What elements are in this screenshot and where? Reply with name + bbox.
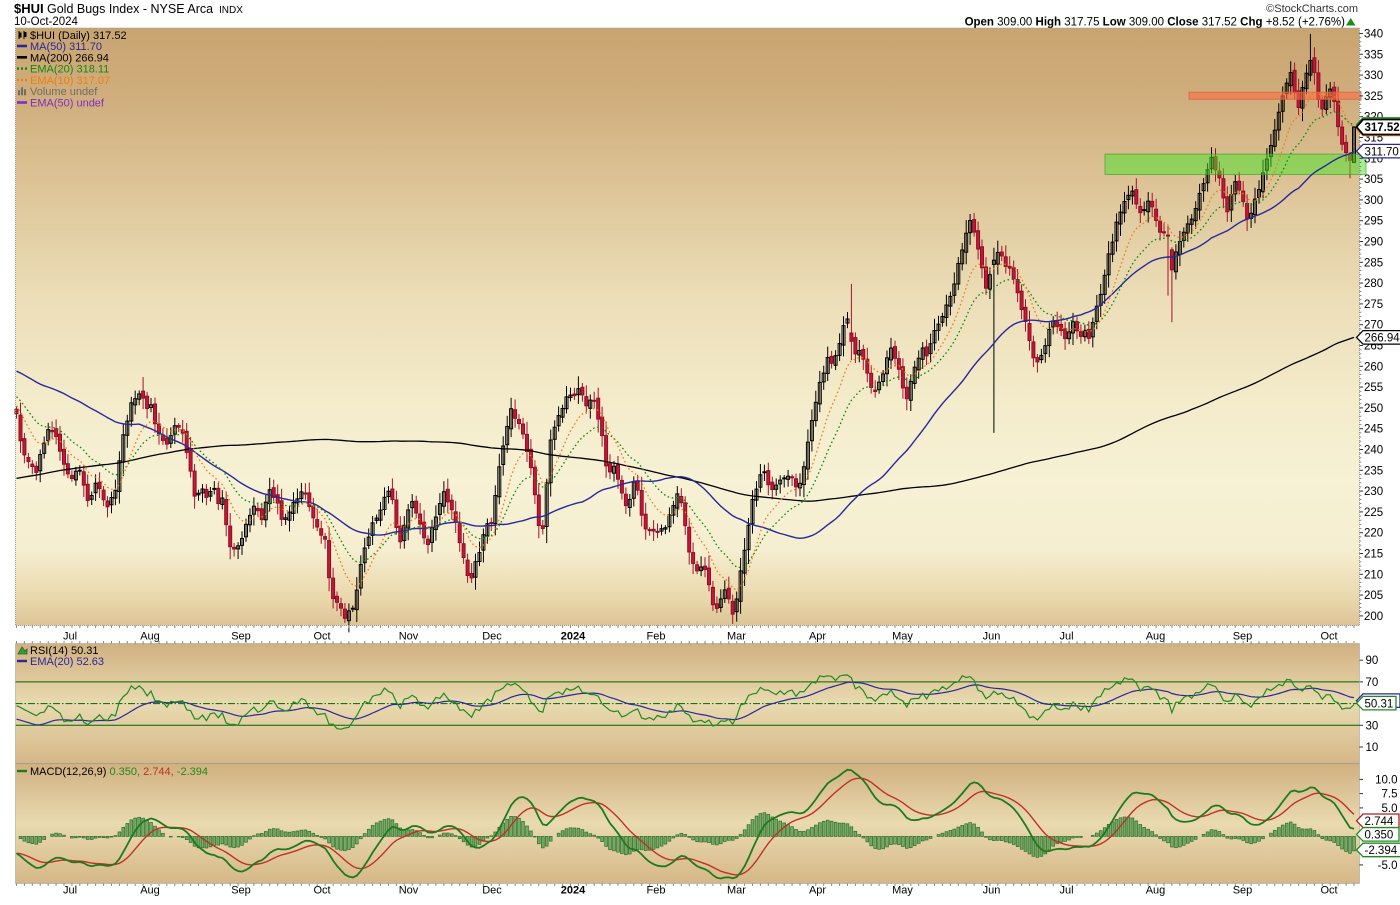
svg-text:Sep: Sep: [231, 885, 251, 897]
svg-text:311.70: 311.70: [1365, 146, 1399, 158]
svg-text:200: 200: [1364, 611, 1383, 623]
svg-text:Gold Bugs Index - NYSE Arca: Gold Bugs Index - NYSE Arca: [47, 2, 213, 16]
svg-text:Feb: Feb: [647, 631, 666, 643]
svg-text:215: 215: [1364, 549, 1383, 561]
svg-text:0.350: 0.350: [1365, 830, 1394, 842]
svg-text:10.0: 10.0: [1375, 774, 1397, 786]
svg-text:May: May: [892, 631, 913, 643]
svg-text:Oct: Oct: [313, 885, 330, 897]
svg-text:Volume undef: Volume undef: [30, 86, 98, 98]
svg-text:70: 70: [1366, 677, 1379, 689]
svg-text:EMA(20) 318.11: EMA(20) 318.11: [30, 64, 109, 76]
svg-text:295: 295: [1364, 216, 1383, 228]
svg-text:325: 325: [1364, 91, 1383, 103]
svg-text:Sep: Sep: [231, 631, 251, 643]
svg-text:Apr: Apr: [809, 631, 826, 643]
svg-text:270: 270: [1364, 320, 1383, 332]
svg-text:Dec: Dec: [482, 631, 502, 643]
svg-text:Oct: Oct: [313, 631, 330, 643]
svg-text:Oct: Oct: [1320, 885, 1337, 897]
svg-text:335: 335: [1364, 49, 1383, 61]
svg-text:MA(200) 266.94: MA(200) 266.94: [30, 52, 109, 64]
svg-text:©StockCharts.com: ©StockCharts.com: [1266, 3, 1358, 15]
svg-text:317.52: 317.52: [1365, 122, 1400, 134]
svg-text:EMA(50) undef: EMA(50) undef: [30, 98, 105, 110]
svg-text:245: 245: [1364, 424, 1383, 436]
svg-text:Jun: Jun: [983, 631, 1001, 643]
svg-text:340: 340: [1364, 29, 1383, 41]
svg-text:MA(50) 311.70: MA(50) 311.70: [30, 41, 102, 53]
svg-text:Sep: Sep: [1233, 631, 1253, 643]
svg-text:-2.394: -2.394: [1365, 845, 1398, 857]
svg-text:Nov: Nov: [399, 631, 419, 643]
svg-text:Jul: Jul: [1059, 885, 1073, 897]
svg-text:Jun: Jun: [983, 885, 1001, 897]
svg-text:Aug: Aug: [140, 631, 160, 643]
svg-text:280: 280: [1364, 278, 1383, 290]
svg-text:7.5: 7.5: [1382, 789, 1398, 801]
svg-text:2024: 2024: [561, 885, 586, 897]
svg-text:90: 90: [1366, 655, 1379, 667]
svg-text:205: 205: [1364, 590, 1383, 602]
svg-text:Aug: Aug: [1146, 631, 1166, 643]
svg-text:Mar: Mar: [727, 631, 746, 643]
svg-text:Dec: Dec: [482, 885, 502, 897]
svg-text:10-Oct-2024: 10-Oct-2024: [14, 16, 79, 28]
svg-text:INDX: INDX: [219, 5, 243, 16]
svg-text:Feb: Feb: [647, 885, 666, 897]
svg-text:50.31: 50.31: [1365, 698, 1394, 710]
svg-text:Open 309.00 High 317.75 Low 30: Open 309.00 High 317.75 Low 309.00 Close…: [965, 17, 1346, 29]
svg-text:10: 10: [1366, 742, 1379, 754]
svg-text:240: 240: [1364, 445, 1383, 457]
svg-text:210: 210: [1364, 569, 1383, 581]
svg-text:Aug: Aug: [1146, 885, 1166, 897]
svg-text:2.744: 2.744: [1365, 816, 1394, 828]
svg-text:May: May: [892, 885, 913, 897]
svg-text:285: 285: [1364, 257, 1383, 269]
svg-text:5.0: 5.0: [1382, 803, 1398, 815]
svg-text:EMA(20) 52.63: EMA(20) 52.63: [30, 656, 104, 668]
svg-text:Jul: Jul: [1059, 631, 1073, 643]
svg-text:MACD(12,26,9) 0.350, 2.744, -2: MACD(12,26,9) 0.350, 2.744, -2.394: [30, 766, 208, 778]
svg-text:30: 30: [1366, 720, 1379, 732]
svg-text:Sep: Sep: [1233, 885, 1253, 897]
svg-text:Nov: Nov: [399, 885, 419, 897]
svg-text:330: 330: [1364, 70, 1383, 82]
svg-text:300: 300: [1364, 195, 1383, 207]
svg-text:2024: 2024: [561, 631, 586, 643]
svg-text:230: 230: [1364, 486, 1383, 498]
svg-text:260: 260: [1364, 361, 1383, 373]
svg-text:Jul: Jul: [63, 631, 77, 643]
svg-text:EMA(10) 317.07: EMA(10) 317.07: [30, 75, 110, 87]
svg-text:255: 255: [1364, 382, 1383, 394]
svg-text:225: 225: [1364, 507, 1383, 519]
svg-text:305: 305: [1364, 174, 1383, 186]
svg-text:Aug: Aug: [140, 885, 160, 897]
svg-text:220: 220: [1364, 528, 1383, 540]
svg-text:250: 250: [1364, 403, 1383, 415]
svg-text:Jul: Jul: [63, 885, 77, 897]
svg-text:Apr: Apr: [809, 885, 826, 897]
svg-text:266.94: 266.94: [1365, 333, 1400, 345]
svg-text:$HUI: $HUI: [14, 1, 44, 16]
svg-text:275: 275: [1364, 299, 1383, 311]
svg-text:235: 235: [1364, 465, 1383, 477]
svg-text:290: 290: [1364, 237, 1383, 249]
svg-text:Oct: Oct: [1320, 631, 1337, 643]
svg-text:Mar: Mar: [727, 885, 746, 897]
svg-text:-5.0: -5.0: [1378, 860, 1398, 872]
